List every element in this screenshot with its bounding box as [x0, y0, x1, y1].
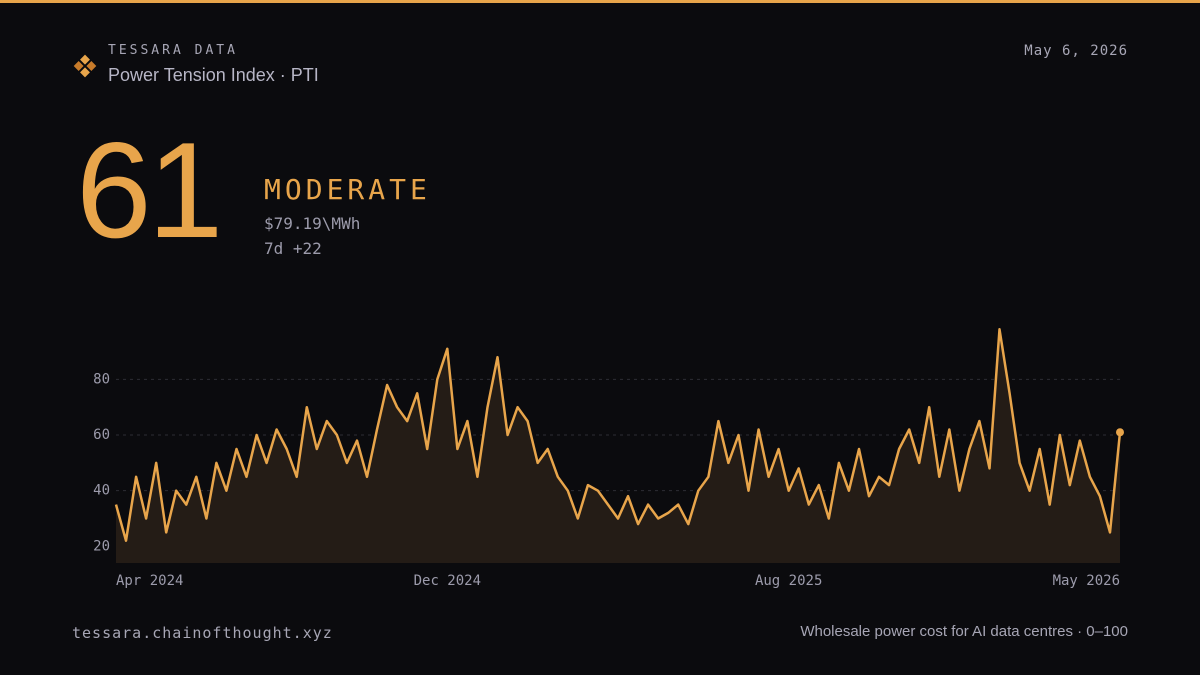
note: Wholesale power cost for AI data centres… — [800, 623, 1128, 640]
price: $79.19\MWh — [264, 214, 361, 233]
y-tick-label: 60 — [93, 427, 110, 443]
area — [116, 329, 1120, 563]
index-value: 61 — [76, 114, 223, 266]
y-tick-label: 20 — [93, 538, 110, 554]
y-tick-label: 40 — [93, 483, 110, 499]
x-tick-label: Dec 2024 — [414, 573, 481, 589]
x-tick-label: Apr 2024 — [116, 573, 183, 589]
line — [114, 328, 1122, 542]
change: 7d +22 — [264, 239, 322, 258]
logo — [73, 54, 97, 78]
chart: 20 40 60 80 Apr 2024 Dec 2024 Aug 2025 May 2026 — [73, 54, 1124, 589]
x-tick-label: Aug 2025 — [755, 573, 822, 589]
last-point — [1116, 428, 1124, 437]
x-tick-label: May 2026 — [1053, 573, 1120, 589]
status: MODERATE — [264, 173, 431, 206]
y-tick-label: 80 — [93, 371, 110, 387]
site: tessara.chainofthought.xyz — [72, 624, 333, 642]
date: May 6, 2026 — [1024, 43, 1128, 59]
brand: TESSARA DATA — [108, 43, 238, 58]
title: Power Tension Index · PTI — [108, 65, 319, 85]
